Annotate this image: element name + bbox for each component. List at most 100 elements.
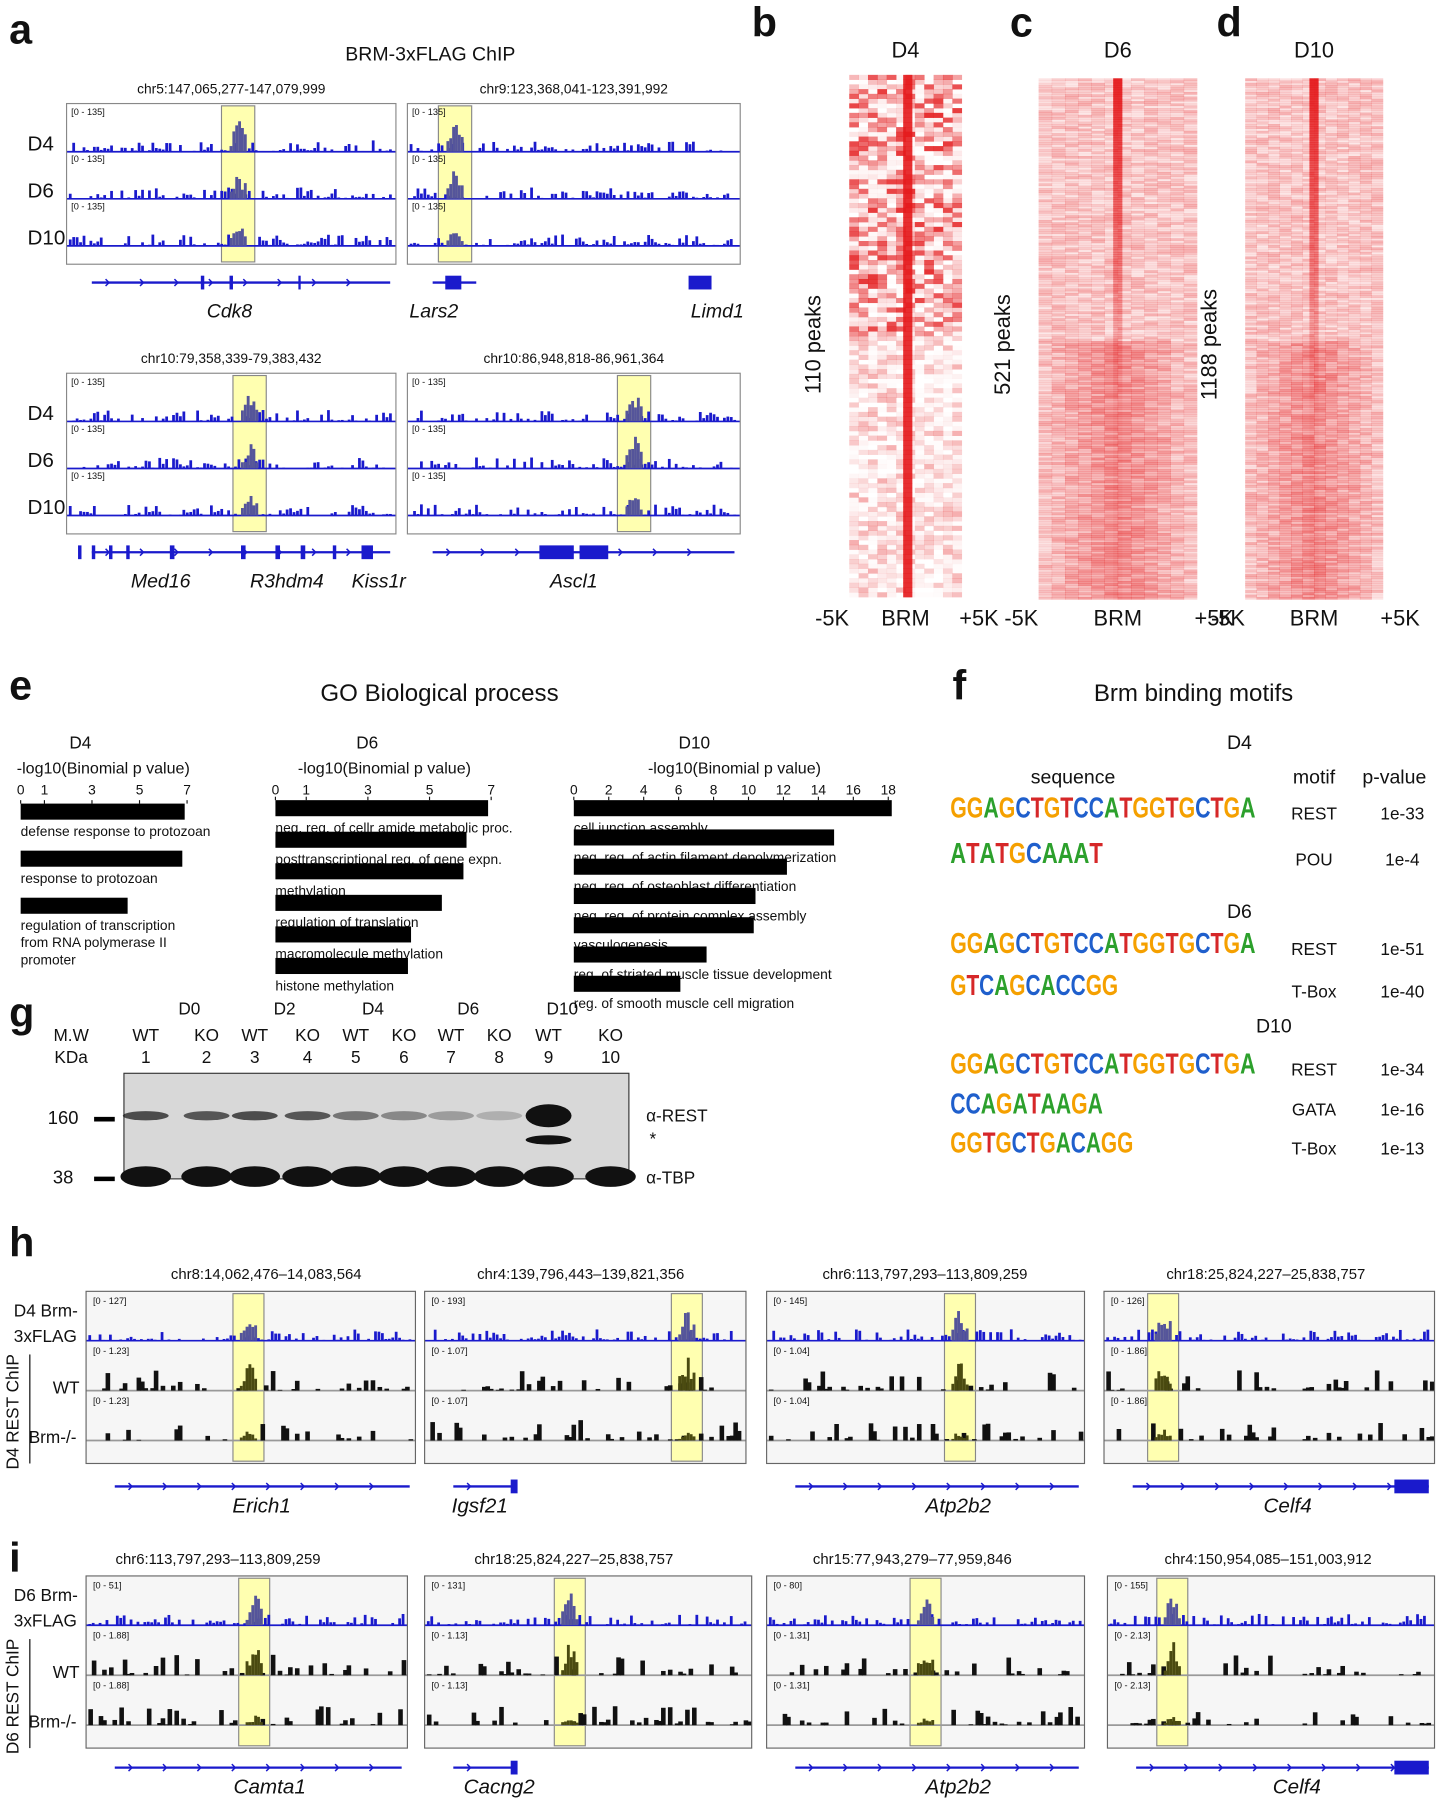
heatmap-cell (1064, 482, 1079, 486)
heatmap-cell (1038, 176, 1053, 180)
heatmap-cell (1064, 240, 1079, 244)
heatmap-cell (1157, 78, 1171, 81)
heatmap-cell (1144, 190, 1158, 193)
heatmap-cell (1157, 366, 1171, 369)
track-signal (340, 235, 344, 246)
heatmap-cell (1051, 87, 1066, 91)
track-signal (158, 457, 162, 469)
heatmap-cell (1064, 398, 1079, 401)
track-signal (550, 413, 554, 422)
heatmap-cell (914, 502, 925, 508)
heatmap-cell (952, 198, 963, 204)
heatmap-cell (896, 174, 906, 180)
heatmap-cell (1117, 233, 1132, 237)
track-signal (278, 239, 282, 246)
heatmap-cell (1170, 498, 1185, 502)
heatmap-cell (1078, 160, 1092, 164)
heatmap-cell (877, 350, 888, 356)
track-signal (685, 142, 688, 152)
heatmap-cell (933, 74, 944, 80)
heatmap-cell (1183, 491, 1198, 495)
heatmap-cell (952, 146, 962, 151)
heatmap-cell (915, 265, 925, 270)
track-signal (354, 237, 358, 246)
heatmap-cell (1130, 501, 1145, 504)
heatmap-cell (1104, 398, 1119, 401)
heatmap-cell (1170, 478, 1185, 481)
heatmap-cell (952, 569, 962, 574)
heatmap-cell (859, 516, 869, 521)
heatmap-cell (1091, 208, 1105, 212)
heatmap-cell (1130, 78, 1145, 81)
heatmap-cell (1117, 501, 1132, 504)
heatmap-cell (1038, 528, 1053, 532)
heatmap-cell (1130, 485, 1145, 488)
heatmap-cell (1091, 425, 1105, 429)
heatmap-cell (1064, 128, 1079, 132)
heatmap-cell (934, 241, 944, 246)
heatmap-cell (1183, 430, 1198, 433)
heatmap-cell (1078, 409, 1092, 413)
heatmap-cell (849, 592, 859, 597)
heatmap-cell (924, 208, 934, 213)
heatmap-cell (1091, 325, 1105, 328)
heatmap-cell (1170, 395, 1185, 399)
heatmap-center (1113, 427, 1123, 431)
heatmap-center (903, 250, 913, 256)
heatmap-center (903, 554, 913, 560)
heatmap-cell (1064, 379, 1079, 383)
heatmap-center (1113, 389, 1123, 392)
heatmap-cell (1104, 416, 1119, 420)
heatmap-cell (1170, 382, 1185, 385)
heatmap-cell (1144, 542, 1158, 545)
heatmap-cell (1078, 272, 1092, 276)
heatmap-cell (1038, 491, 1053, 495)
heatmap-center (903, 563, 913, 569)
heatmap-cell (867, 74, 878, 80)
heatmap-cell (1170, 190, 1185, 193)
track-signal (172, 414, 175, 422)
heatmap-center (1113, 448, 1123, 452)
heatmap-cell (1104, 80, 1119, 84)
heatmap-center (903, 544, 913, 550)
heatmap-cell (849, 241, 859, 246)
heatmap-cell (1091, 293, 1105, 296)
heatmap-cell (1104, 249, 1119, 253)
heatmap-cell (952, 74, 963, 80)
heatmap-cell (1144, 311, 1158, 315)
track-signal (158, 148, 162, 152)
heatmap-cell (1117, 299, 1132, 303)
heatmap-cell (1091, 192, 1105, 196)
heatmap-cell (887, 493, 897, 498)
heatmap-cell (1038, 425, 1053, 429)
heatmap-cell (868, 559, 878, 564)
heatmap-cell (952, 278, 963, 285)
heatmap-cell (1130, 462, 1145, 465)
heatmap-cell (933, 435, 944, 441)
heatmap-cell (858, 226, 869, 232)
track-signal (719, 508, 723, 516)
track-signal (585, 467, 589, 469)
heatmap-cell (942, 331, 953, 337)
heatmap-cell (1078, 535, 1092, 538)
heatmap-cell (942, 473, 953, 479)
heatmap-cell (1144, 315, 1158, 319)
heatmap-cell (896, 326, 906, 332)
track-signal (354, 507, 358, 516)
heatmap-cell (877, 312, 887, 317)
heatmap-center (1113, 190, 1123, 193)
heatmap-cell (886, 426, 897, 432)
heatmap-cell (858, 350, 869, 356)
heatmap-cell (849, 554, 859, 560)
heatmap-cell (877, 179, 888, 185)
track-peak (255, 503, 259, 516)
heatmap-cell (1038, 457, 1053, 461)
heatmap-cell (1144, 98, 1158, 102)
heatmap-cell (886, 364, 897, 370)
track-signal (537, 514, 540, 516)
heatmap-cell (1144, 498, 1158, 502)
heatmap-cell (1170, 281, 1185, 285)
heatmap-cell (1183, 427, 1198, 431)
heatmap-cell (1104, 96, 1119, 100)
heatmap-cell (1144, 501, 1158, 504)
